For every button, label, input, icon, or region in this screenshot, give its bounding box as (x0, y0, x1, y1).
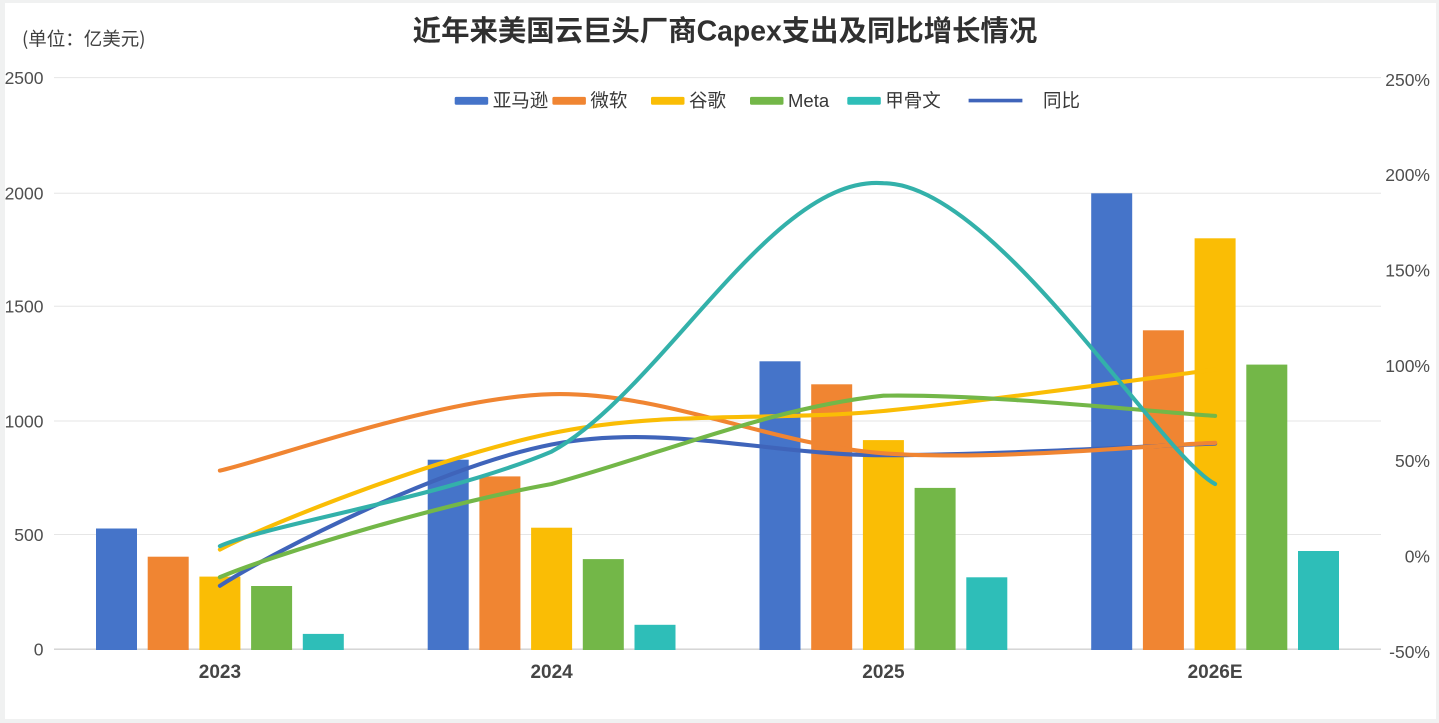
svg-text:200%: 200% (1385, 165, 1430, 185)
svg-text:谷歌: 谷歌 (689, 87, 727, 113)
svg-text:250%: 250% (1385, 70, 1430, 90)
svg-text:微软: 微软 (590, 87, 627, 113)
svg-text:500: 500 (14, 525, 43, 545)
svg-text:甲骨文: 甲骨文 (885, 87, 941, 113)
svg-text:(单位：亿美元): (单位：亿美元) (22, 26, 146, 52)
svg-text:0%: 0% (1405, 546, 1430, 566)
svg-text:Meta: Meta (788, 87, 830, 113)
svg-text:2000: 2000 (5, 184, 44, 204)
svg-text:100%: 100% (1385, 356, 1430, 376)
svg-text:2023: 2023 (199, 662, 241, 683)
svg-text:50%: 50% (1395, 451, 1430, 471)
svg-text:0: 0 (34, 640, 44, 660)
svg-text:近年来美国云巨头厂商Capex支出及同比增长情况: 近年来美国云巨头厂商Capex支出及同比增长情况 (413, 9, 1038, 50)
svg-text:2026E: 2026E (1188, 662, 1243, 683)
svg-text:2500: 2500 (5, 68, 44, 88)
svg-text:亚马逊: 亚马逊 (493, 87, 549, 113)
svg-text:2025: 2025 (862, 662, 905, 683)
svg-text:150%: 150% (1385, 261, 1430, 281)
svg-text:1000: 1000 (5, 411, 44, 431)
svg-text:同比: 同比 (1043, 87, 1080, 113)
svg-text:-50%: -50% (1389, 642, 1430, 662)
svg-text:2024: 2024 (530, 662, 573, 683)
svg-text:1500: 1500 (5, 297, 44, 317)
